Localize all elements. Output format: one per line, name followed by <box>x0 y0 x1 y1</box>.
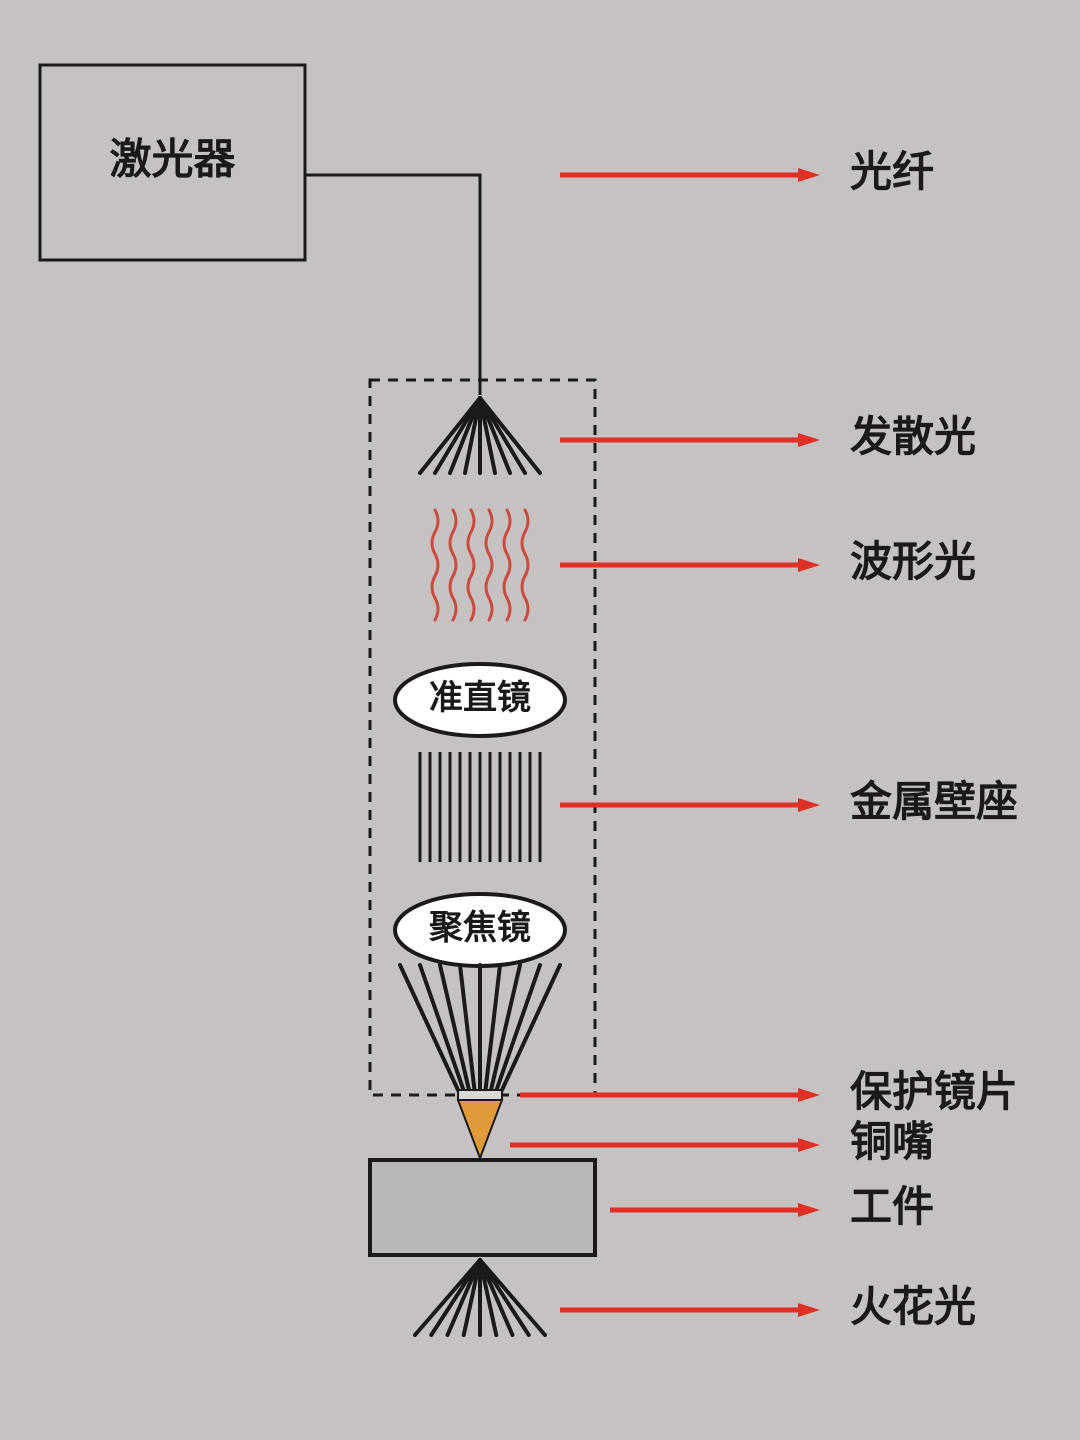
label-fiber: 光纤 <box>850 148 934 195</box>
label-diverging: 发散光 <box>850 413 976 460</box>
laser-box-label: 激光器 <box>109 136 236 183</box>
label-workpiece: 工件 <box>850 1183 934 1230</box>
collimator-lens-label: 准直镜 <box>429 679 531 717</box>
label-spark: 火花光 <box>850 1283 976 1330</box>
label-wall: 金属壁座 <box>849 778 1018 825</box>
focus-lens-label: 聚焦镜 <box>428 909 531 947</box>
protective-lens <box>458 1090 502 1100</box>
label-nozzle: 铜嘴 <box>850 1118 934 1165</box>
label-protective: 保护镜片 <box>850 1068 1018 1115</box>
label-wavy: 波形光 <box>850 538 976 585</box>
workpiece <box>370 1160 595 1255</box>
laser-diagram: 激光器准直镜聚焦镜 光纤发散光波形光金属壁座保护镜片铜嘴工件火花光 <box>0 0 1080 1440</box>
